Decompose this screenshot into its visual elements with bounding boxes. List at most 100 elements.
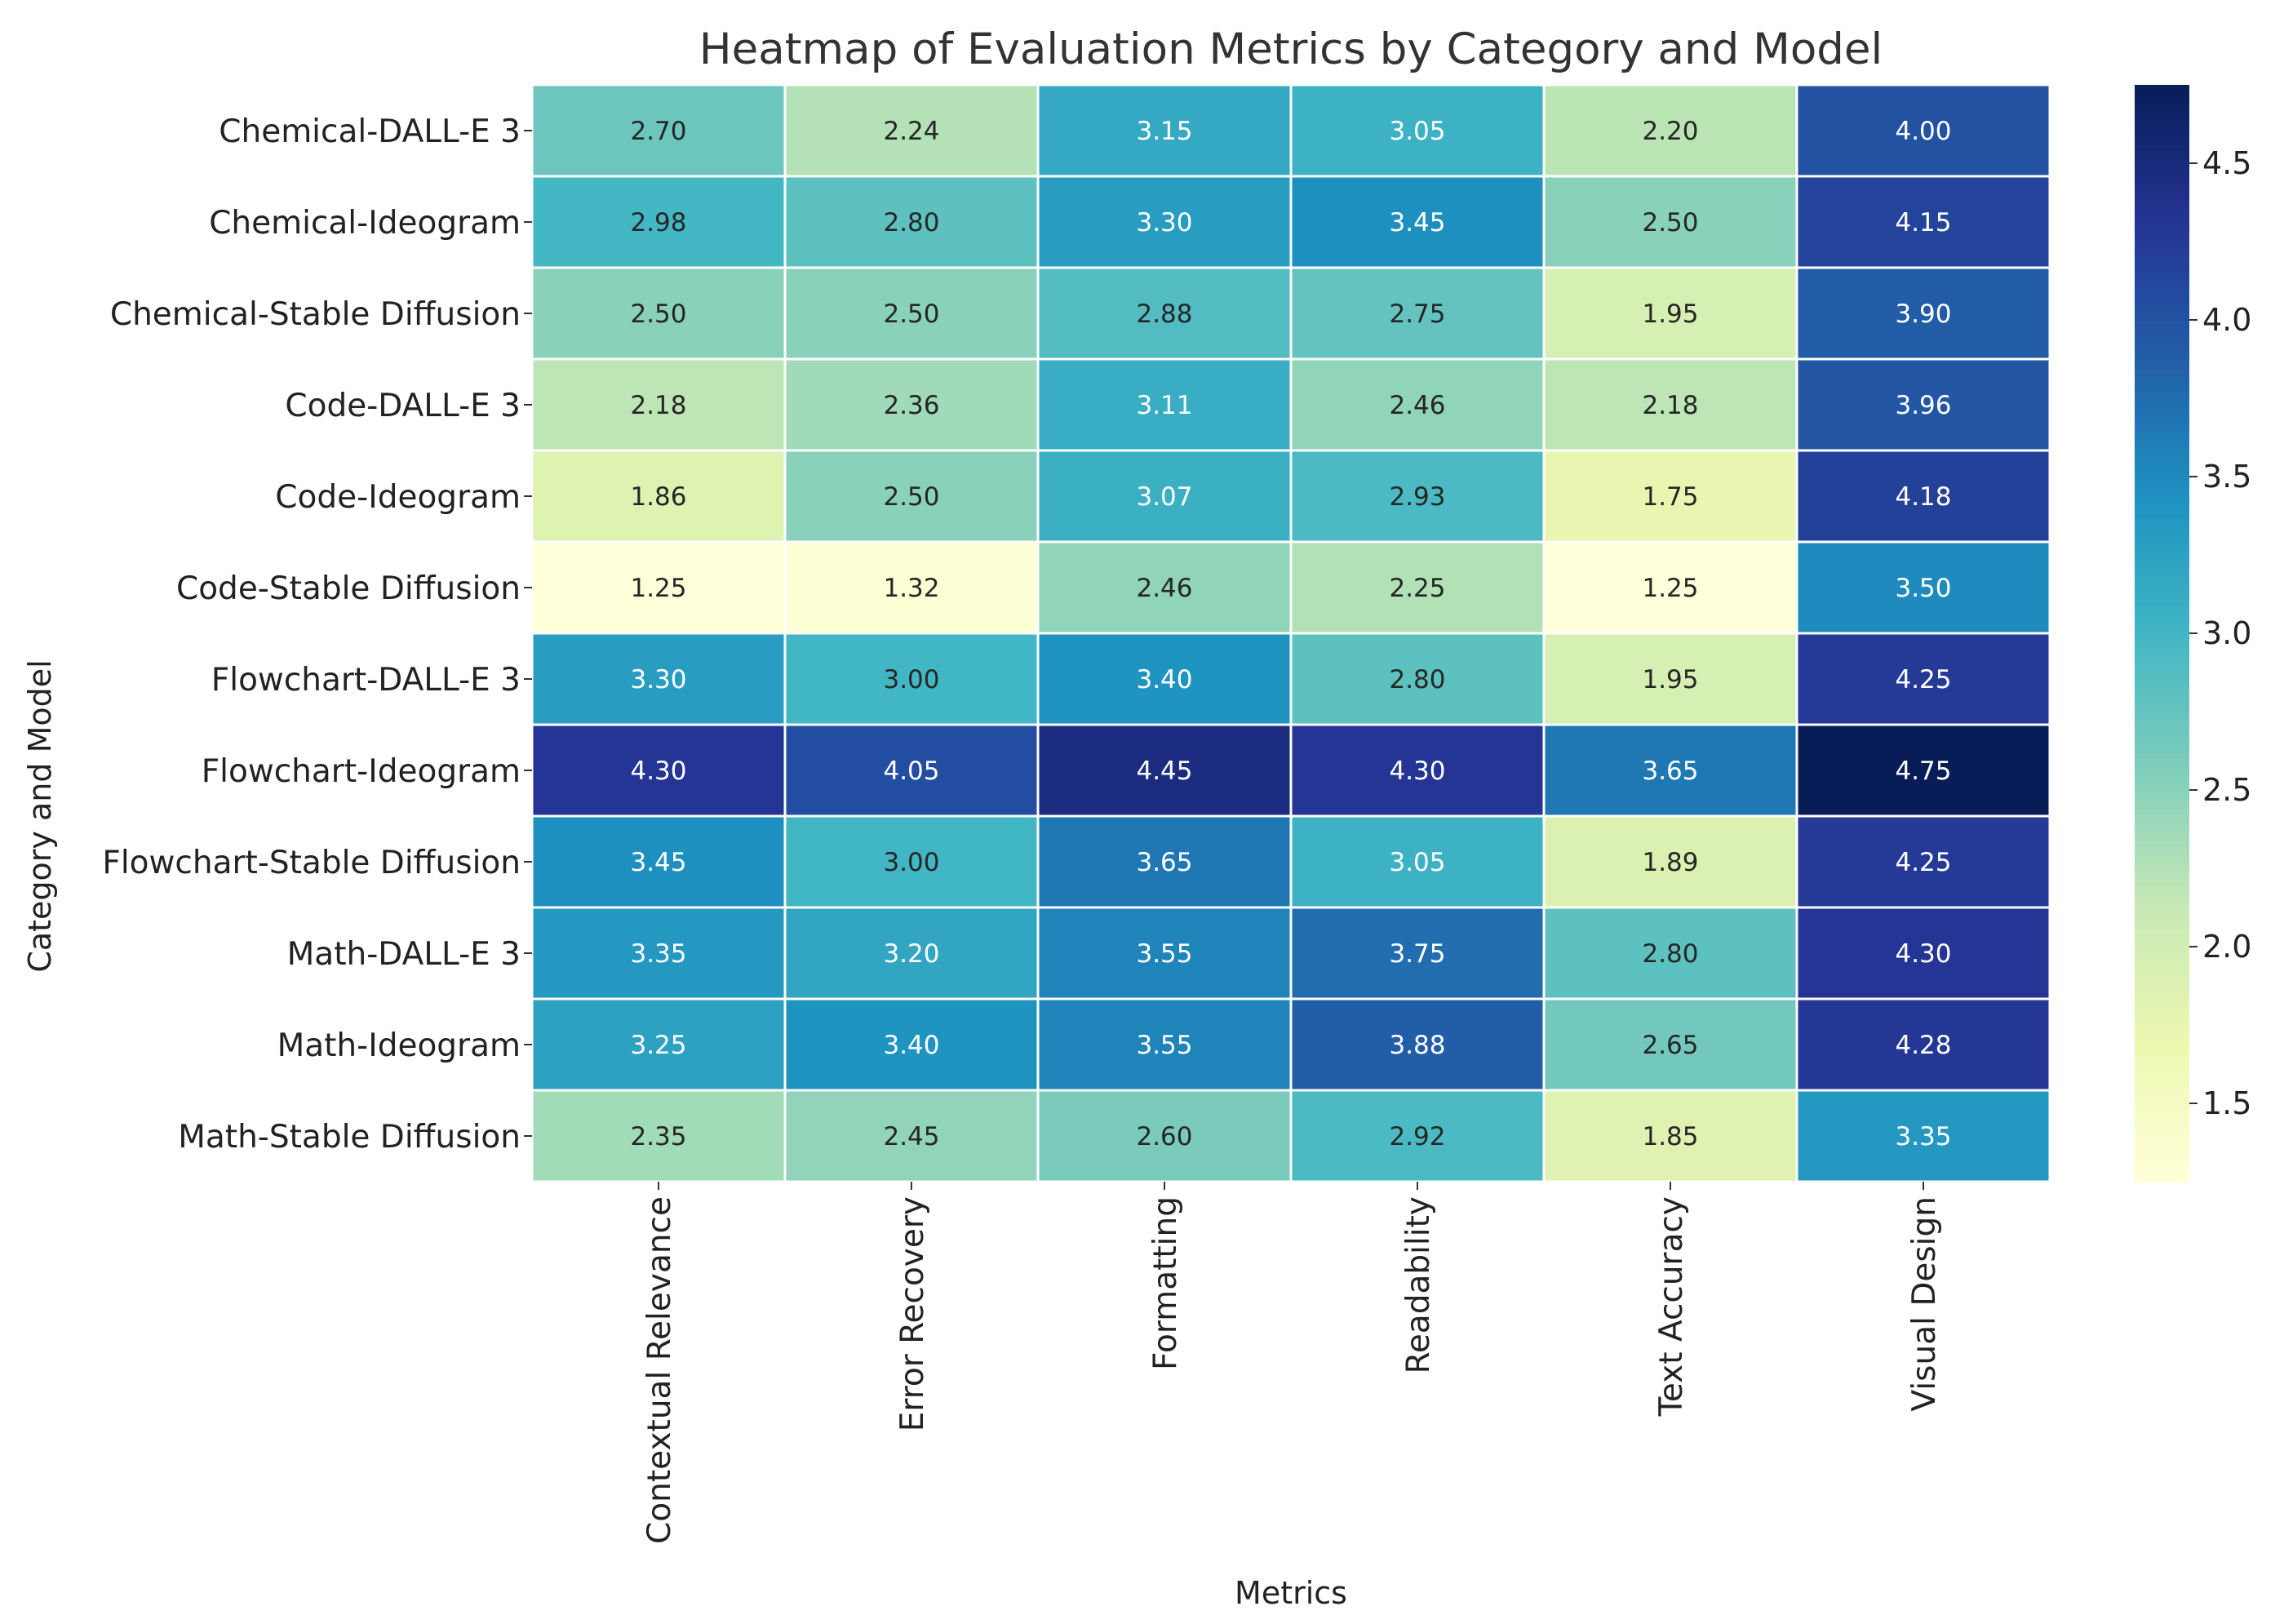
colorbar-segment <box>2135 282 2189 289</box>
heatmap-cell <box>1795 357 2051 452</box>
colorbar-segment <box>2135 370 2189 377</box>
colorbar-segment <box>2135 1138 2189 1144</box>
colorbar-segment <box>2135 1121 2189 1128</box>
colorbar-segment <box>2135 578 2189 585</box>
cell-value-label: 3.00 <box>883 665 939 694</box>
cell-value-label: 4.05 <box>883 757 939 786</box>
colorbar-segment <box>2135 628 2189 634</box>
colorbar-segment <box>2135 589 2189 596</box>
colorbar-segment <box>2135 984 2189 991</box>
y-tick-label: Flowchart-DALL-E 3 <box>211 662 521 699</box>
colorbar-segment <box>2135 682 2189 690</box>
colorbar-tick-label: 4.5 <box>2202 145 2251 181</box>
cell-value-label: 2.46 <box>1136 574 1192 603</box>
heatmap-cell <box>530 997 787 1092</box>
y-tick-label: Chemical-DALL-E 3 <box>219 113 521 150</box>
heatmap-cell <box>783 83 1040 178</box>
heatmap-cell <box>530 83 787 178</box>
y-tick-label: Flowchart-Stable Diffusion <box>102 845 521 881</box>
cell-value-label: 3.11 <box>1136 391 1192 420</box>
heatmap-cell <box>1542 449 1798 544</box>
colorbar-segment <box>2135 819 2189 827</box>
cell-value-label: 3.88 <box>1389 1031 1445 1060</box>
cell-value-label: 3.45 <box>630 848 686 877</box>
cell-value-label: 3.25 <box>630 1031 686 1060</box>
colorbar-segment <box>2135 1017 2189 1024</box>
heatmap-cell <box>1542 723 1798 818</box>
colorbar-segment <box>2135 364 2189 371</box>
colorbar-segment <box>2135 841 2189 849</box>
colorbar-segment <box>2135 638 2189 646</box>
heatmap-cell <box>1795 175 2051 269</box>
heatmap-cell <box>1795 632 2051 726</box>
cell-value-label: 4.15 <box>1895 208 1951 237</box>
colorbar-segment <box>2135 830 2189 837</box>
heatmap-cell <box>1289 632 1546 726</box>
colorbar-segment <box>2135 1160 2189 1166</box>
colorbar-segment <box>2135 211 2189 218</box>
colorbar-segment <box>2135 517 2189 525</box>
cell-value-label: 3.30 <box>1136 208 1192 237</box>
colorbar-segment <box>2135 441 2189 448</box>
heatmap-cell <box>1795 266 2051 361</box>
heatmap-cell <box>1795 723 2051 818</box>
colorbar-segment <box>2135 436 2189 442</box>
colorbar-segment <box>2135 654 2189 662</box>
colorbar-segment <box>2135 797 2189 805</box>
chart-title: Heatmap of Evaluation Metrics by Categor… <box>699 24 1883 74</box>
colorbar-segment <box>2135 523 2189 530</box>
colorbar-segment <box>2135 731 2189 739</box>
colorbar-segment <box>2135 227 2189 234</box>
heatmap-cell <box>783 1089 1040 1183</box>
cell-value-label: 1.25 <box>630 574 686 603</box>
colorbar-segment <box>2135 858 2189 865</box>
colorbar-segment <box>2135 162 2189 168</box>
colorbar-segment <box>2135 271 2189 278</box>
cell-value-label: 3.20 <box>883 939 939 969</box>
cell-value-label: 3.45 <box>1389 208 1445 237</box>
colorbar-segment <box>2135 446 2189 454</box>
cell-value-label: 2.25 <box>1389 574 1445 603</box>
colorbar-segment <box>2135 868 2189 876</box>
colorbar-segment <box>2135 929 2189 936</box>
colorbar-segment <box>2135 101 2189 108</box>
colorbar-segment <box>2135 995 2189 1002</box>
cell-value-label: 2.60 <box>1136 1122 1192 1151</box>
y-tick-label: Code-Ideogram <box>275 479 521 516</box>
colorbar-segment <box>2135 128 2189 135</box>
heatmap-cell <box>1036 83 1293 178</box>
colorbar-segment <box>2135 172 2189 180</box>
colorbar-segment <box>2135 1126 2189 1134</box>
colorbar-segment <box>2135 737 2189 744</box>
colorbar-segment <box>2135 743 2189 750</box>
colorbar-segment <box>2135 770 2189 777</box>
heatmap-cell <box>1795 1089 2051 1183</box>
colorbar-segment <box>2135 1088 2189 1095</box>
heatmap-cell <box>1795 997 2051 1092</box>
cell-annotations: 2.70 2.24 3.15 3.05 2.20 4.00 2.98 2.80 3.30 3.45… <box>630 117 1951 1151</box>
colorbar-segment <box>2135 611 2189 618</box>
colorbar-segment <box>2135 973 2189 980</box>
heatmap-cell <box>1542 814 1798 909</box>
colorbar-segment <box>2135 331 2189 339</box>
heatmap-cell <box>783 266 1040 361</box>
colorbar-segment <box>2135 677 2189 684</box>
colorbar-segment <box>2135 150 2189 158</box>
colorbar-segment <box>2135 1116 2189 1123</box>
colorbar-segment <box>2135 956 2189 964</box>
colorbar-segment <box>2135 551 2189 557</box>
cell-value-label: 3.15 <box>1136 117 1192 146</box>
heatmap-cell <box>1542 906 1798 1001</box>
cell-value-label: 2.70 <box>630 117 686 146</box>
colorbar-segment <box>2135 934 2189 942</box>
colorbar-segment <box>2135 1072 2189 1079</box>
colorbar-segment <box>2135 896 2189 903</box>
colorbar-segment <box>2135 539 2189 547</box>
colorbar-segment <box>2135 583 2189 591</box>
colorbar-segment <box>2135 299 2189 305</box>
colorbar-segment <box>2135 594 2189 601</box>
colorbar-segment <box>2135 397 2189 404</box>
cell-value-label: 4.75 <box>1895 757 1951 786</box>
colorbar-segment <box>2135 863 2189 870</box>
heatmap-cell <box>783 814 1040 909</box>
